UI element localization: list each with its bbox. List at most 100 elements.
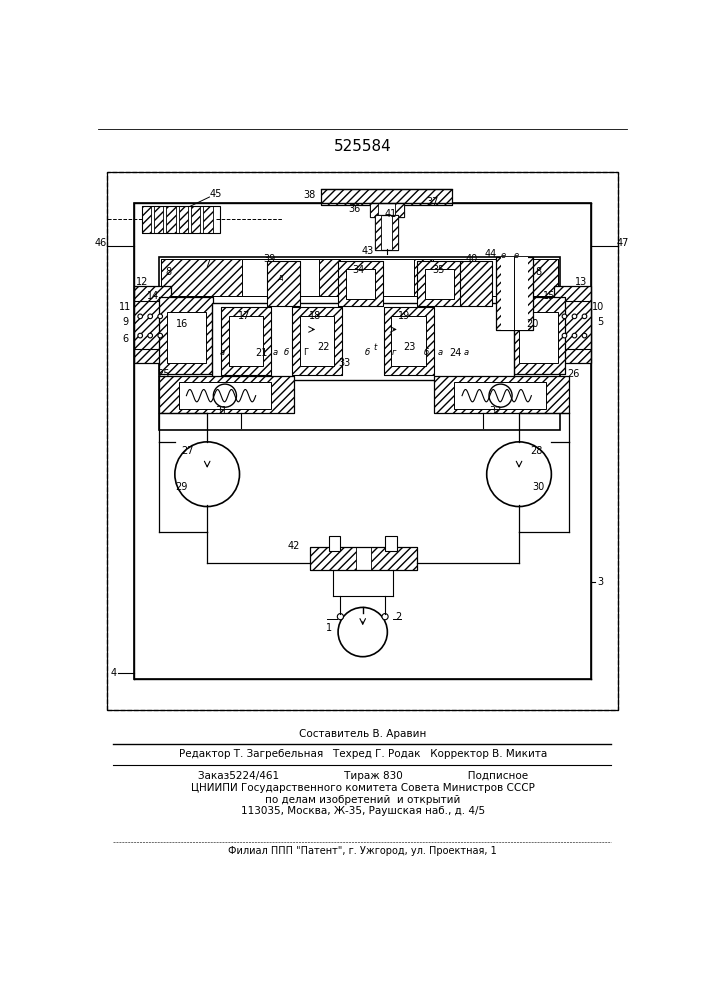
Text: 40: 40 (465, 254, 477, 264)
Circle shape (562, 333, 567, 338)
Text: 12: 12 (136, 277, 148, 287)
Bar (167, 312, 206, 363)
Text: 33: 33 (338, 358, 351, 368)
Bar (242, 259, 319, 296)
Text: 37: 37 (426, 197, 439, 207)
Bar (160, 376, 294, 413)
Bar (204, 206, 213, 233)
Text: 11: 11 (119, 302, 132, 312)
Text: а: а (438, 348, 443, 357)
Text: 46: 46 (95, 238, 107, 248)
Text: а: а (272, 348, 278, 357)
Bar (300, 316, 334, 366)
Circle shape (158, 333, 163, 338)
Text: 15: 15 (543, 291, 555, 301)
Bar (385, 536, 397, 551)
Circle shape (175, 442, 240, 507)
Bar (375, 215, 398, 250)
Text: 21: 21 (256, 348, 268, 358)
Bar (496, 257, 533, 330)
Text: 9: 9 (122, 317, 129, 327)
Text: 2: 2 (395, 612, 402, 622)
Circle shape (572, 314, 577, 319)
Bar (417, 261, 462, 306)
Bar (383, 307, 433, 375)
Bar (154, 206, 163, 233)
Text: Составитель В. Аравин: Составитель В. Аравин (299, 729, 426, 739)
Bar (107, 172, 618, 710)
Bar (501, 257, 515, 330)
Text: е: е (501, 251, 506, 260)
Bar (107, 172, 618, 710)
Text: 22: 22 (317, 342, 329, 352)
Circle shape (338, 607, 387, 657)
Text: 24: 24 (450, 348, 462, 358)
Text: Редактор Т. Загребельная   Техред Г. Родак   Корректор В. Микита: Редактор Т. Загребельная Техред Г. Родак… (179, 749, 547, 759)
Bar (179, 206, 188, 233)
Text: 18: 18 (309, 311, 321, 321)
Bar (338, 261, 382, 306)
Text: 47: 47 (617, 238, 629, 248)
Bar (554, 286, 590, 363)
Text: д: д (277, 273, 284, 282)
Text: 8: 8 (535, 267, 542, 277)
Bar (383, 307, 433, 375)
Bar (191, 206, 200, 233)
Bar (321, 189, 452, 205)
Bar (212, 303, 514, 380)
Text: 28: 28 (530, 446, 543, 456)
Text: 44: 44 (484, 249, 496, 259)
Bar (563, 301, 590, 349)
Text: 7: 7 (204, 259, 210, 269)
Bar (519, 312, 558, 363)
Text: б: б (424, 348, 429, 357)
Bar (160, 257, 560, 430)
Bar (515, 257, 528, 330)
Text: 19: 19 (398, 311, 411, 321)
Bar (554, 286, 590, 363)
Circle shape (489, 384, 512, 407)
Bar (329, 536, 340, 551)
Text: Г: Г (303, 348, 308, 357)
Bar (141, 206, 221, 233)
Text: 27: 27 (181, 446, 194, 456)
Bar (391, 316, 426, 366)
Text: 4: 4 (110, 668, 117, 678)
Bar (395, 203, 404, 217)
Bar (160, 376, 294, 413)
Bar (425, 269, 455, 299)
Bar (511, 297, 565, 374)
Text: 14: 14 (147, 291, 159, 301)
Bar (321, 189, 452, 205)
Text: 25: 25 (157, 369, 170, 379)
Text: 20: 20 (527, 319, 539, 329)
Bar (370, 203, 378, 217)
Text: б: б (365, 348, 370, 357)
Text: ЦНИИПИ Государственного комитета Совета Министров СССР: ЦНИИПИ Государственного комитета Совета … (191, 783, 534, 793)
Text: 30: 30 (532, 482, 544, 492)
Bar (292, 307, 342, 375)
Text: t: t (373, 343, 377, 352)
Text: 16: 16 (177, 319, 189, 329)
Bar (338, 261, 382, 306)
Text: 5: 5 (597, 317, 603, 327)
Circle shape (138, 314, 143, 319)
Text: 42: 42 (288, 541, 300, 551)
Bar (375, 215, 381, 250)
Bar (166, 206, 175, 233)
Circle shape (138, 333, 143, 338)
Text: 32: 32 (490, 406, 502, 416)
Circle shape (486, 442, 551, 507)
Text: 29: 29 (175, 482, 187, 492)
Bar (434, 376, 569, 413)
Bar (267, 261, 300, 306)
Bar (160, 297, 214, 374)
Text: Филиал ППП "Патент", г. Ужгород, ул. Проектная, 1: Филиал ППП "Патент", г. Ужгород, ул. Про… (228, 846, 497, 856)
Bar (221, 307, 271, 375)
Bar (221, 307, 271, 375)
Bar (454, 382, 546, 409)
Circle shape (562, 314, 567, 319)
Bar (496, 257, 533, 330)
Bar (434, 376, 569, 413)
Text: 6: 6 (122, 334, 129, 344)
